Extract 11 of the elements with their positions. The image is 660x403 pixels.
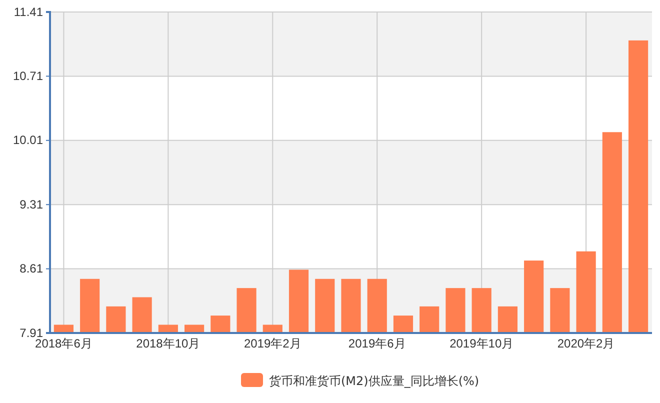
legend-label: 货币和准货币(M2)供应量_同比增长(%) [269,374,480,388]
y-tick-label: 10.71 [12,69,44,84]
y-tick-label: 10.01 [12,133,44,148]
y-tick-label: 11.41 [14,4,44,19]
x-tick-label: 2019年6月 [348,336,406,351]
x-tick-label: 2019年2月 [244,336,302,351]
x-tick-label: 2019年10月 [450,336,514,351]
y-tick-label: 8.61 [20,262,44,276]
x-tick-label: 2020年2月 [557,336,615,351]
x-tick-label: 2018年10月 [136,336,200,351]
y-tick-label: 9.31 [20,197,44,212]
